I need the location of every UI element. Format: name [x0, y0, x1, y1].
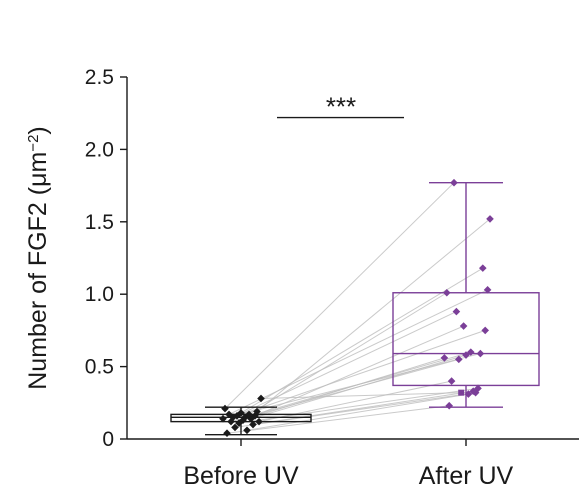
box-iqr: [392, 292, 540, 387]
pair-line: [244, 351, 471, 418]
pair-line: [248, 292, 448, 415]
boxes: [170, 182, 540, 436]
y-axis-label: Number of FGF2 (μm−2): [24, 126, 52, 390]
data-point: [221, 404, 229, 413]
x-tick-label: After UV: [419, 462, 514, 490]
data-point: [469, 387, 477, 396]
data-point: [257, 394, 265, 403]
data-point: [481, 326, 489, 335]
data-point: [464, 390, 473, 398]
data-point: [462, 351, 470, 359]
data-point: [237, 409, 245, 417]
paired-lines: [222, 182, 491, 434]
data-point: [231, 423, 239, 432]
pair-line: [228, 289, 488, 415]
significance-annotation: ***: [277, 92, 404, 122]
x-tick-label: Before UV: [183, 462, 299, 490]
y-tick-label: 2.5: [85, 66, 114, 89]
data-point: [452, 307, 461, 316]
data-point: [440, 354, 449, 362]
data-point: [249, 420, 257, 429]
axes: 0 0.5 1.0 1.5 2.0 2.5 Before UV After UV: [85, 66, 579, 490]
pair-line: [226, 405, 450, 434]
y-tick-label: 2.0: [85, 138, 114, 161]
data-points: [219, 178, 494, 438]
data-point: [223, 429, 231, 438]
data-point: [459, 322, 468, 330]
data-point: [458, 389, 465, 396]
pair-line: [232, 329, 486, 418]
data-point: [455, 355, 463, 364]
y-tick-label: 1.5: [85, 211, 114, 234]
data-point: [447, 377, 456, 385]
pair-line: [246, 393, 469, 431]
data-point: [467, 348, 475, 356]
data-point: [476, 349, 485, 358]
data-point: [243, 426, 251, 435]
data-point: [474, 384, 482, 393]
data-point: [245, 410, 253, 419]
data-point: [483, 286, 492, 294]
pair-line: [254, 325, 464, 417]
data-point: [225, 410, 233, 419]
pair-line: [252, 390, 474, 426]
data-point: [479, 264, 487, 272]
pair-line: [224, 182, 455, 409]
pair-line: [250, 354, 467, 420]
pair-line: [256, 218, 491, 412]
data-point: [443, 288, 451, 297]
y-tick-label: 0: [102, 428, 114, 451]
data-point: [445, 401, 453, 410]
y-tick-label: 0.5: [85, 356, 114, 379]
data-point: [255, 417, 263, 426]
data-point: [253, 407, 261, 416]
significance-label: ***: [326, 92, 356, 122]
y-axis-label-exponent: −2: [25, 135, 42, 152]
data-point: [219, 414, 227, 423]
data-point: [450, 178, 458, 187]
y-axis-label-close: ): [24, 126, 52, 134]
pair-line: [260, 392, 462, 399]
y-tick-label: 1.0: [85, 283, 114, 306]
y-axis-label-main: Number of FGF2 (μm: [24, 152, 52, 390]
data-point: [486, 215, 494, 223]
